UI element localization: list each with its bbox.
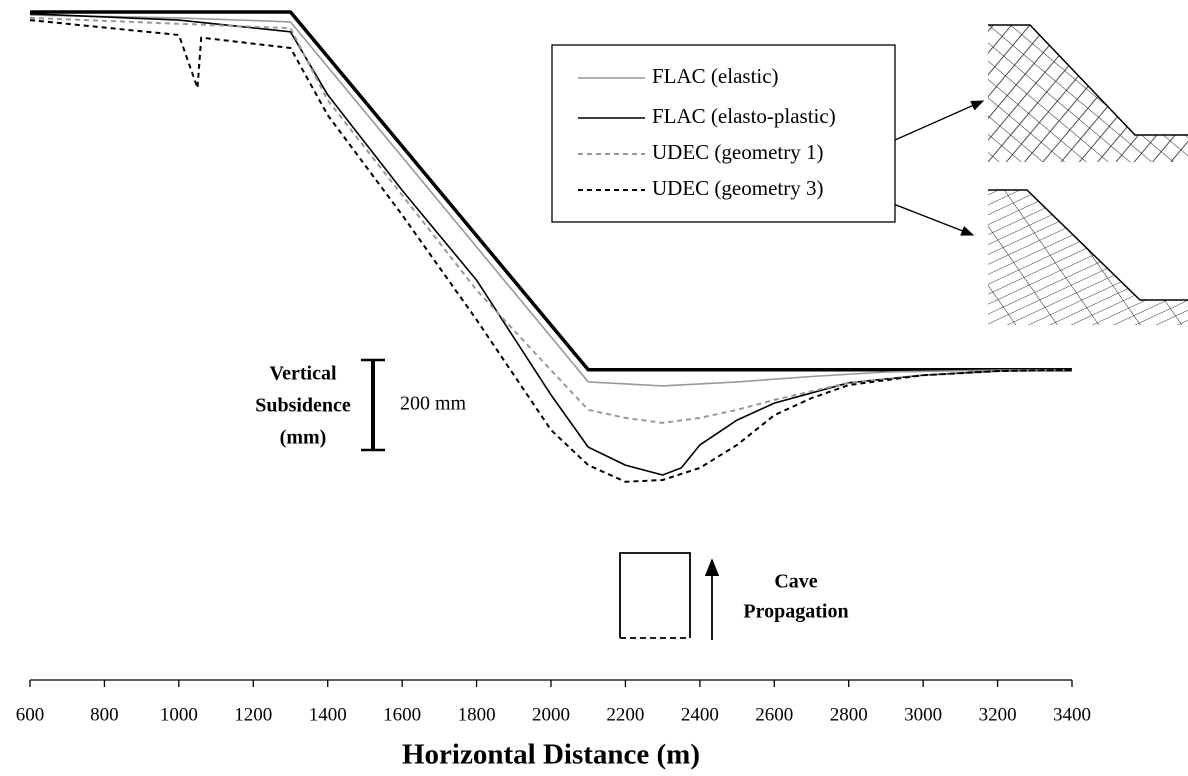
x-tick-label: 2000 [532,704,570,725]
series-line [29,16,1073,424]
annotation: Cave [774,571,817,593]
x-tick-label: 3200 [979,704,1017,725]
x-tick-label: 800 [90,704,119,725]
annotation: (mm) [280,427,327,449]
series-line [29,13,1073,476]
legend [551,44,896,223]
annotation: Propagation [743,601,848,623]
x-tick-label: 1600 [383,704,421,725]
series-line [29,14,1073,387]
x-tick-label: 1000 [160,704,198,725]
legend-label: FLAC (elastic) [652,64,779,88]
annotation: Subsidence [255,395,351,417]
annotation: Vertical [269,363,336,385]
x-axis-title: Horizontal Distance (m) [402,739,700,771]
inset-geometry-1 [988,24,1188,162]
scale-bar-label: 200 mm [400,393,467,415]
legend-label: FLAC (elasto-plastic) [652,104,836,128]
x-tick-label: 3000 [904,704,942,725]
x-tick-label: 1400 [309,704,347,725]
x-tick-label: 1200 [234,704,272,725]
x-tick-label: 2800 [830,704,868,725]
arrow [894,100,985,141]
x-tick-label: 2400 [681,704,719,725]
series-line [29,19,1073,483]
x-tick-label: 2200 [606,704,644,725]
x-tick-label: 3400 [1053,704,1091,725]
legend-label: UDEC (geometry 1) [652,140,823,164]
x-tick-label: 600 [16,704,45,725]
legend-label: UDEC (geometry 3) [652,176,823,200]
x-tick-label: 2600 [755,704,793,725]
x-tick-label: 1800 [458,704,496,725]
inset-geometry-3 [988,189,1188,325]
series-line [30,10,1072,372]
cave-symbol [619,552,720,640]
